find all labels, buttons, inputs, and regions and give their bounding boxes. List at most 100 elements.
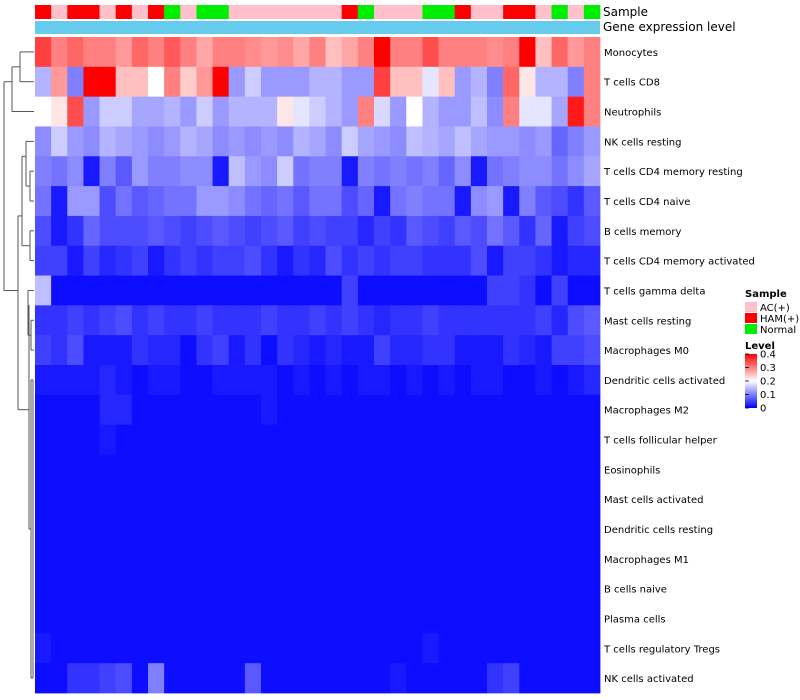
- heatmap-cell: [131, 603, 149, 634]
- heatmap-cell: [470, 66, 488, 98]
- heatmap-cell: [244, 454, 262, 485]
- heatmap-cell: [180, 633, 197, 664]
- heatmap-cell: [115, 365, 133, 396]
- heatmap-cell: [212, 186, 230, 217]
- legend-tick-label: 0.3: [760, 363, 776, 374]
- heatmap-cell: [261, 335, 278, 366]
- heatmap-cell: [277, 66, 294, 98]
- heatmap-cell: [309, 275, 326, 306]
- sample-cell-31: [519, 5, 536, 19]
- heatmap-cell: [390, 394, 407, 426]
- heatmap-cell: [503, 156, 520, 187]
- heatmap-cell: [325, 156, 343, 187]
- heatmap-cell: [583, 215, 601, 247]
- heatmap-cell: [454, 335, 472, 366]
- heatmap-cell: [406, 37, 423, 68]
- heatmap-cell: [551, 543, 569, 575]
- heatmap-cell: [422, 245, 439, 276]
- heatmap-cell: [406, 663, 423, 694]
- heatmap-cell: [293, 365, 310, 396]
- heatmap-cell: [551, 663, 569, 694]
- heatmap-cell: [503, 215, 520, 247]
- heatmap-cell: [67, 633, 84, 664]
- heatmap-cell: [422, 633, 439, 664]
- heatmap-cell: [357, 215, 375, 247]
- heatmap-cell: [212, 663, 230, 694]
- heatmap-cell: [67, 186, 84, 217]
- heatmap-cell: [180, 573, 197, 604]
- heatmap-cell: [148, 484, 165, 515]
- heatmap-cell: [277, 394, 294, 426]
- heatmap-cell: [438, 633, 456, 664]
- heatmap-cell: [83, 186, 100, 217]
- heatmap-cell: [470, 394, 488, 426]
- heatmap-cell: [67, 66, 84, 98]
- heatmap-cell: [503, 245, 520, 276]
- heatmap-cell: [487, 514, 504, 545]
- heatmap-cell: [487, 275, 504, 306]
- heatmap-cell: [115, 633, 133, 664]
- heatmap-cell: [309, 603, 326, 634]
- heatmap-cell: [309, 663, 326, 694]
- heatmap-cell: [487, 126, 504, 157]
- heatmap-cell: [131, 573, 149, 604]
- heatmap-cell: [406, 66, 423, 98]
- heatmap-cell: [115, 394, 133, 426]
- heatmap-cell: [309, 514, 326, 545]
- row-label: Mast cells resting: [604, 316, 691, 327]
- heatmap-cell: [454, 514, 472, 545]
- sample-cell-7: [131, 5, 149, 19]
- heatmap-cell: [309, 156, 326, 187]
- heatmap-cell: [164, 245, 181, 276]
- heatmap-cell: [357, 543, 375, 575]
- heatmap-cell: [180, 603, 197, 634]
- heatmap-cell: [293, 424, 310, 455]
- heatmap-cell: [309, 66, 326, 98]
- heatmap-cell: [325, 365, 343, 396]
- heatmap-cell: [83, 663, 100, 694]
- heatmap-cell: [470, 126, 488, 157]
- heatmap-cell: [51, 394, 68, 426]
- heatmap-cell: [503, 275, 520, 306]
- heatmap-cell: [406, 573, 423, 604]
- heatmap-cell: [374, 394, 391, 426]
- heatmap-cell: [519, 245, 536, 276]
- heatmap-cell: [83, 454, 100, 485]
- heatmap-cell: [567, 156, 585, 187]
- heatmap-cell: [148, 514, 165, 545]
- heatmap-cell: [470, 305, 488, 336]
- heatmap-cell: [567, 275, 585, 306]
- heatmap-cell: [454, 186, 472, 217]
- heatmap-cell: [551, 186, 569, 217]
- heatmap-cell: [131, 543, 149, 575]
- heatmap-cell: [51, 96, 68, 127]
- heatmap-cell: [374, 365, 391, 396]
- heatmap-cell: [51, 484, 68, 515]
- heatmap-cell: [212, 37, 230, 68]
- heatmap-cell: [244, 275, 262, 306]
- row-label: Neutrophils: [604, 108, 661, 119]
- heatmap-cell: [535, 603, 552, 634]
- heatmap-cell: [261, 454, 278, 485]
- heatmap-cell: [374, 484, 391, 515]
- heatmap-cell: [99, 66, 117, 98]
- legend-swatch-ac: [745, 302, 757, 312]
- row-label: B cells naive: [604, 585, 667, 596]
- heatmap-cell: [406, 305, 423, 336]
- heatmap-cell: [180, 37, 197, 68]
- heatmap-cell: [196, 633, 213, 664]
- heatmap-cell: [503, 365, 520, 396]
- heatmap-cell: [422, 37, 439, 68]
- heatmap-cell: [470, 603, 488, 634]
- heatmap-cell: [470, 543, 488, 575]
- row-label: Eosinophils: [604, 465, 660, 476]
- heatmap-cell: [309, 245, 326, 276]
- heatmap-cell: [519, 573, 536, 604]
- heatmap-cell: [551, 305, 569, 336]
- heatmap-cell: [519, 424, 536, 455]
- heatmap-cell: [212, 633, 230, 664]
- sample-cell-25: [422, 5, 439, 19]
- heatmap-cell: [196, 186, 213, 217]
- heatmap-cell: [503, 126, 520, 157]
- heatmap-cell: [115, 275, 133, 306]
